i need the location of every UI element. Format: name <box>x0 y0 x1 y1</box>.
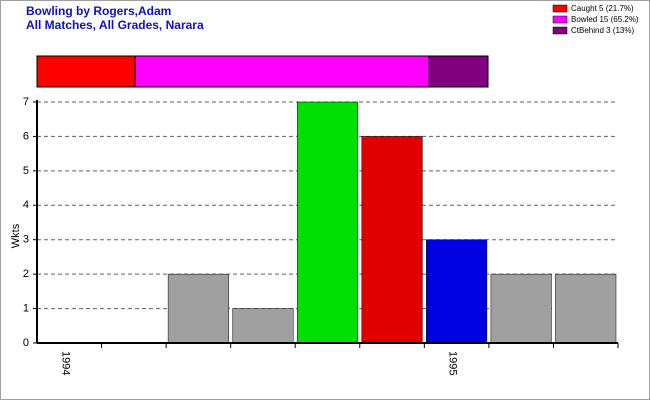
bar <box>555 273 617 344</box>
legend-swatch <box>552 15 568 24</box>
y-tick-label: 3 <box>23 234 29 246</box>
legend-label: Caught 5 (21.7%) <box>571 4 634 13</box>
bar <box>361 136 423 344</box>
chart-subtitle: All Matches, All Grades, Narara <box>26 18 204 32</box>
y-tick-label: 6 <box>23 130 29 142</box>
bar <box>426 239 488 344</box>
y-tick-label: 1 <box>23 302 29 314</box>
bar <box>490 273 552 344</box>
bar <box>296 101 359 344</box>
x-tick-label: 1995 <box>447 351 459 375</box>
legend-label: Bowled 15 (65.2%) <box>571 15 639 24</box>
stack-segment <box>428 55 489 88</box>
stack-segment <box>36 55 136 88</box>
legend-swatch <box>552 26 568 35</box>
legend-label: CtBehind 3 (13%) <box>571 26 634 35</box>
y-axis-label: Wkts <box>10 223 22 248</box>
stack-segment <box>134 55 430 88</box>
y-tick-label: 5 <box>23 165 29 177</box>
y-tick-label: 2 <box>23 268 29 280</box>
y-tick-label: 7 <box>23 96 29 108</box>
y-tick-label: 4 <box>23 199 29 211</box>
bar <box>167 273 229 344</box>
y-tick-label: 0 <box>23 337 29 349</box>
legend-swatch <box>552 4 568 13</box>
bar <box>232 308 294 344</box>
x-tick-label: 1994 <box>59 351 71 375</box>
chart-title: Bowling by Rogers,Adam <box>26 4 171 18</box>
